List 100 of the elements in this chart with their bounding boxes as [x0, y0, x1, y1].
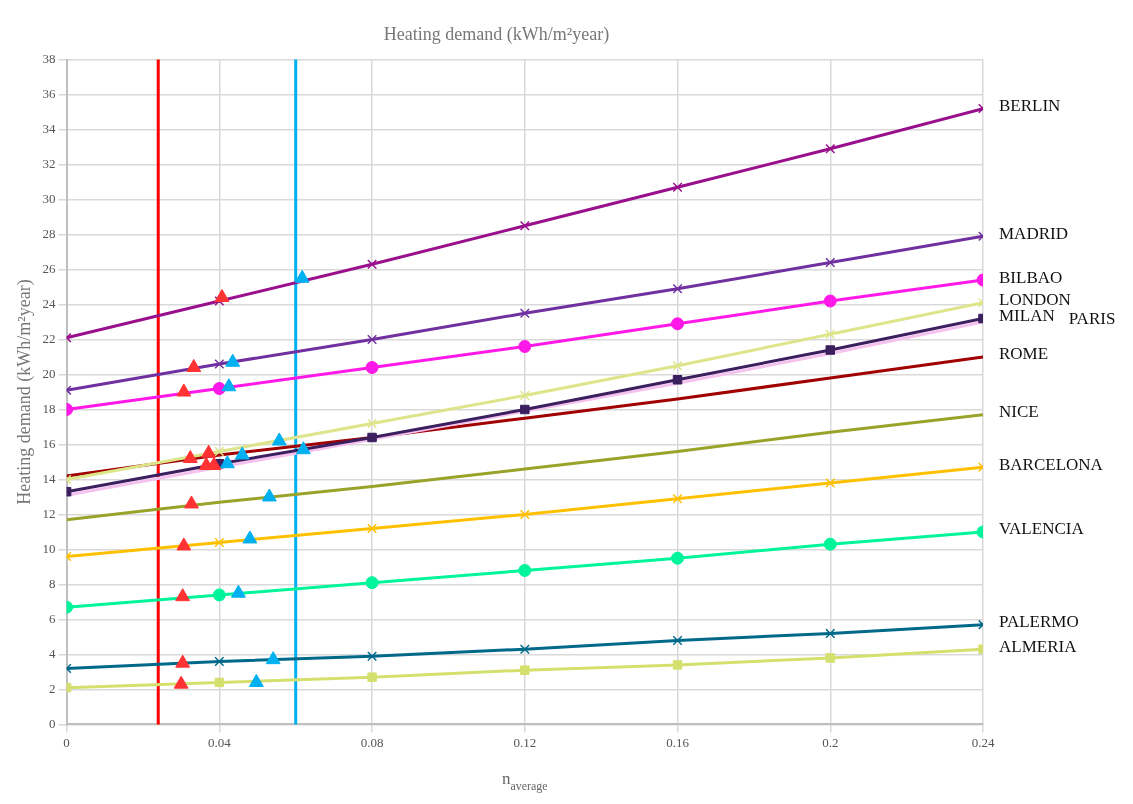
x-tick-label: 0: [63, 734, 70, 750]
x-tick-label: 0.04: [207, 734, 232, 750]
point: [271, 432, 287, 446]
point: [176, 537, 192, 551]
y-tick-label: 14: [42, 470, 57, 486]
y-tick-label: 22: [42, 330, 56, 346]
point: [175, 654, 191, 668]
point: [367, 523, 378, 534]
y-tick-label: 24: [42, 295, 57, 311]
point: [520, 665, 530, 675]
point: [214, 289, 230, 303]
point: [182, 449, 198, 463]
point: [219, 455, 235, 469]
point: [225, 353, 241, 367]
y-tick-label: 36: [42, 86, 57, 102]
point: [825, 477, 836, 488]
point: [825, 329, 836, 340]
point: [176, 383, 192, 397]
point: [214, 359, 225, 369]
point: [825, 628, 836, 639]
point: [173, 675, 189, 689]
series-label: PALERMO: [999, 612, 1079, 632]
y-tick-label: 2: [49, 680, 56, 696]
point: [212, 588, 226, 602]
x-tick-label: 0.24: [971, 734, 995, 750]
y-tick-label: 16: [42, 435, 57, 451]
point: [672, 635, 683, 646]
point: [214, 296, 225, 307]
point: [519, 390, 530, 401]
point: [221, 378, 237, 392]
point: [825, 257, 836, 268]
series-label: VALENCIA: [999, 519, 1085, 539]
point: [672, 660, 683, 670]
point: [295, 441, 311, 455]
point: [367, 334, 378, 345]
text: PARIS: [1068, 309, 1116, 329]
point: [672, 375, 683, 385]
point: [201, 444, 217, 458]
x-tick-label: 0.12: [513, 734, 537, 750]
point: [248, 673, 264, 687]
chart-title: Heating demand (kWh/m²year): [383, 23, 610, 45]
point: [186, 359, 202, 373]
point: [519, 220, 530, 231]
point: [231, 584, 246, 598]
point: [825, 345, 836, 355]
point: [365, 576, 379, 590]
y-tick-label: 28: [42, 225, 56, 241]
point: [367, 418, 378, 429]
series-label: BILBAO: [999, 267, 1063, 287]
y-tick-label: 0: [49, 715, 56, 731]
point: [672, 182, 683, 193]
point: [367, 432, 377, 443]
series-label: BERLIN: [999, 96, 1061, 116]
x-tick-label: 0.16: [666, 734, 690, 750]
point: [825, 143, 836, 154]
point: [672, 283, 683, 294]
point: [519, 308, 530, 319]
point: [234, 446, 250, 460]
y-tick-label: 20: [42, 365, 56, 381]
point: [214, 446, 225, 457]
point: [672, 360, 683, 371]
point: [671, 551, 685, 565]
point: [518, 563, 532, 577]
x-tick-label: 0.2: [822, 734, 839, 750]
point: [214, 677, 225, 688]
point: [520, 404, 530, 415]
point: [294, 269, 310, 283]
point: [214, 656, 225, 667]
point: [367, 259, 378, 270]
point: [519, 644, 530, 655]
y-tick-label: 18: [42, 400, 56, 416]
point: [823, 294, 837, 308]
series-label: NICE: [999, 402, 1039, 422]
x-tick-label: 0.08: [360, 734, 384, 750]
point: [261, 488, 277, 502]
point: [672, 493, 683, 504]
point: [175, 588, 191, 602]
y-tick-label: 6: [49, 610, 57, 626]
y-tick-label: 38: [42, 51, 56, 67]
point: [825, 653, 836, 663]
series-label: ALMERIA: [999, 636, 1078, 656]
y-tick-label: 4: [49, 645, 57, 661]
y-tick-label: 34: [42, 121, 57, 136]
point: [367, 651, 378, 662]
point: [265, 651, 281, 665]
y-tick-label: 12: [42, 505, 56, 521]
y-tick-label: 10: [42, 540, 56, 556]
y-axis-title: Heating demand (kWh/m²year): [13, 279, 35, 505]
series-label: ROME: [999, 344, 1049, 364]
point: [671, 317, 685, 331]
point: [518, 340, 532, 354]
point: [823, 537, 837, 551]
point: [242, 530, 258, 544]
point: [519, 509, 530, 520]
y-tick-label: 26: [42, 260, 57, 276]
point: [184, 495, 199, 509]
point: [367, 672, 377, 682]
y-tick-label: 30: [42, 190, 56, 206]
point: [365, 361, 379, 375]
series-label: MADRID: [999, 223, 1068, 243]
